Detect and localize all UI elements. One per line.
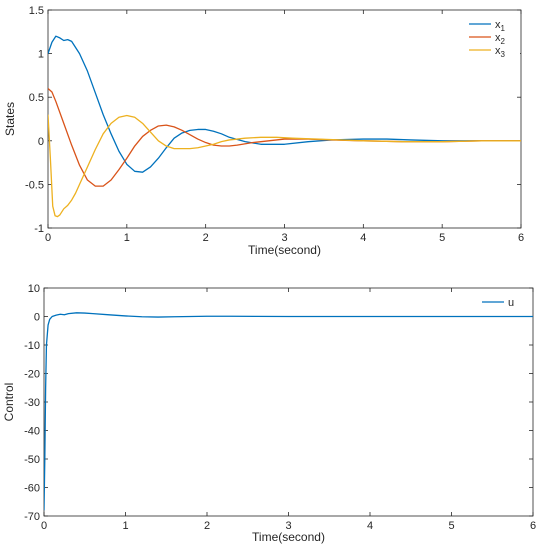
chart-panel-2: 0 1 2 3 4 5 6 10 0 -10 -20 -30 -40 -50 -60 -70 Time(seco… <box>2 283 536 544</box>
x-tick-label: 5 <box>439 232 445 244</box>
chart-panel-1: 0 1 2 3 4 5 6 1.5 1 0.5 0 -0.5 -1 Time(second) States x… <box>3 5 524 257</box>
legend-box <box>465 15 520 61</box>
x-tick-label: 0 <box>41 520 47 532</box>
x-tick-label: 0 <box>45 232 51 244</box>
legend-label-name: x <box>495 19 501 31</box>
y-tick-label: 0 <box>38 136 44 148</box>
x-tick-label: 1 <box>122 520 128 532</box>
plot-area <box>43 287 534 517</box>
y-tick-label: -10 <box>24 340 40 352</box>
x-tick-label: 6 <box>518 232 524 244</box>
legend-label: x2 <box>495 32 506 46</box>
legend-box <box>478 293 532 312</box>
x-tick-label: 6 <box>530 520 536 532</box>
y-tick-label: -0.5 <box>25 179 44 191</box>
y-tick-label: 10 <box>28 283 40 295</box>
legend-label-name: u <box>508 297 514 309</box>
y-tick-label: -70 <box>24 511 40 523</box>
legend-label-name: x <box>495 32 501 44</box>
y-tick-label: -30 <box>24 397 40 409</box>
y-tick-label: 0.5 <box>29 92 44 104</box>
series-line-x3 <box>48 114 521 218</box>
plot-area <box>47 9 522 229</box>
x-tick-label: 5 <box>448 520 454 532</box>
y-tick-label: 0 <box>34 312 40 324</box>
y-tick-label: -20 <box>24 369 40 381</box>
x-tick-label: 3 <box>285 520 291 532</box>
legend-label: x1 <box>495 19 506 33</box>
y-tick-label: -50 <box>24 454 40 466</box>
y-tick-label: -40 <box>24 426 40 438</box>
x-axis-label: Time(second) <box>252 530 325 544</box>
legend-label-subscript: 2 <box>501 37 506 46</box>
y-tick-label: -1 <box>34 223 44 235</box>
series-line-u <box>44 312 533 511</box>
legend-label: u <box>508 297 514 309</box>
y-axis-label: States <box>3 102 17 136</box>
legend-label-subscript: 1 <box>501 24 506 33</box>
x-tick-label: 2 <box>203 232 209 244</box>
y-tick-label: 1.5 <box>29 5 44 17</box>
x-tick-label: 1 <box>124 232 130 244</box>
y-tick-label: -60 <box>24 483 40 495</box>
x-tick-label: 3 <box>281 232 287 244</box>
x-axis-label: Time(second) <box>248 243 321 257</box>
x-tick-label: 4 <box>360 232 366 244</box>
legend-label-name: x <box>495 45 501 57</box>
x-tick-label: 4 <box>367 520 373 532</box>
x-tick-label: 2 <box>204 520 210 532</box>
y-axis-label: Control <box>2 383 16 422</box>
legend-label-subscript: 3 <box>501 50 506 59</box>
legend-label: x3 <box>495 45 506 59</box>
y-tick-label: 1 <box>38 49 44 61</box>
